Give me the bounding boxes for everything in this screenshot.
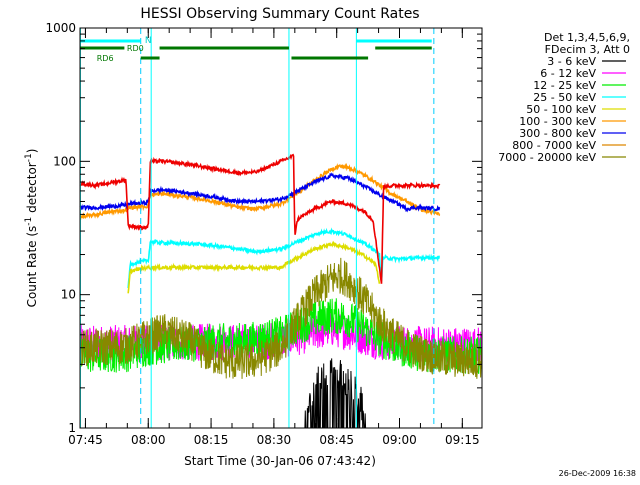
series-layer	[79, 153, 483, 429]
legend-label-0: 3 - 6 keV	[547, 55, 596, 68]
y-axis-title-part2: detector	[25, 162, 39, 217]
y-tick-label-1: 10	[61, 288, 76, 302]
x-tick-label-2: 08:15	[194, 433, 229, 447]
legend: Det 1,3,4,5,6,9, FDecim 3, Att 0 3 - 6 k…	[498, 31, 630, 164]
y-axis-title-sup2: -1	[24, 153, 34, 162]
y-axis-title: Count Rate (s-1 detector-1)	[24, 149, 39, 308]
legend-label-3: 25 - 50 keV	[533, 91, 596, 104]
series-25-50-kev	[127, 227, 440, 289]
legend-label-1: 6 - 12 keV	[540, 67, 596, 80]
marker-label-n: N	[145, 36, 152, 46]
series-7000-20000-kev	[79, 257, 483, 379]
x-tick-label-3: 08:30	[257, 433, 292, 447]
series-50-100-kev	[127, 240, 381, 294]
series-300-800-kev	[79, 172, 441, 213]
series-100-300-kev	[79, 162, 441, 220]
legend-header-line1: Det 1,3,4,5,6,9,	[544, 31, 630, 44]
y-tick-label-0: 1	[68, 421, 76, 435]
x-tick-label-4: 08:45	[319, 433, 354, 447]
series-red-extra	[79, 153, 441, 284]
legend-label-5: 100 - 300 keV	[519, 115, 596, 128]
chart-title: HESSI Observing Summary Count Rates	[140, 6, 419, 22]
legend-label-7: 800 - 7000 keV	[512, 139, 596, 152]
y-axis-title-part3: )	[25, 149, 39, 154]
y-axis-title-part1: Count Rate (s	[25, 226, 39, 308]
y-axis-title-sup1: -1	[24, 217, 34, 226]
marker-label-rd6: RD6	[97, 54, 114, 63]
footer-date: 26-Dec-2009 16:38	[559, 469, 636, 478]
axes-layer: 1 10 100 1000 07:45 08:00 08:15 08:30 08:45 09:00…	[45, 21, 482, 447]
marker-label-rd0: RD0	[127, 44, 144, 53]
x-tick-label-0: 07:45	[68, 433, 103, 447]
legend-label-6: 300 - 800 keV	[519, 127, 596, 140]
plot-frame	[79, 27, 483, 429]
x-tick-label-6: 09:15	[445, 433, 480, 447]
legend-label-4: 50 - 100 keV	[526, 103, 596, 116]
legend-header-line2: FDecim 3, Att 0	[545, 43, 630, 56]
y-tick-label-2: 100	[53, 154, 76, 168]
legend-label-2: 12 - 25 keV	[533, 79, 596, 92]
x-axis-title: Start Time (30-Jan-06 07:43:42)	[184, 454, 376, 468]
x-tick-label-1: 08:00	[131, 433, 166, 447]
y-tick-label-3: 1000	[45, 21, 76, 35]
legend-label-8: 7000 - 20000 keV	[498, 151, 596, 164]
x-tick-label-5: 09:00	[382, 433, 417, 447]
